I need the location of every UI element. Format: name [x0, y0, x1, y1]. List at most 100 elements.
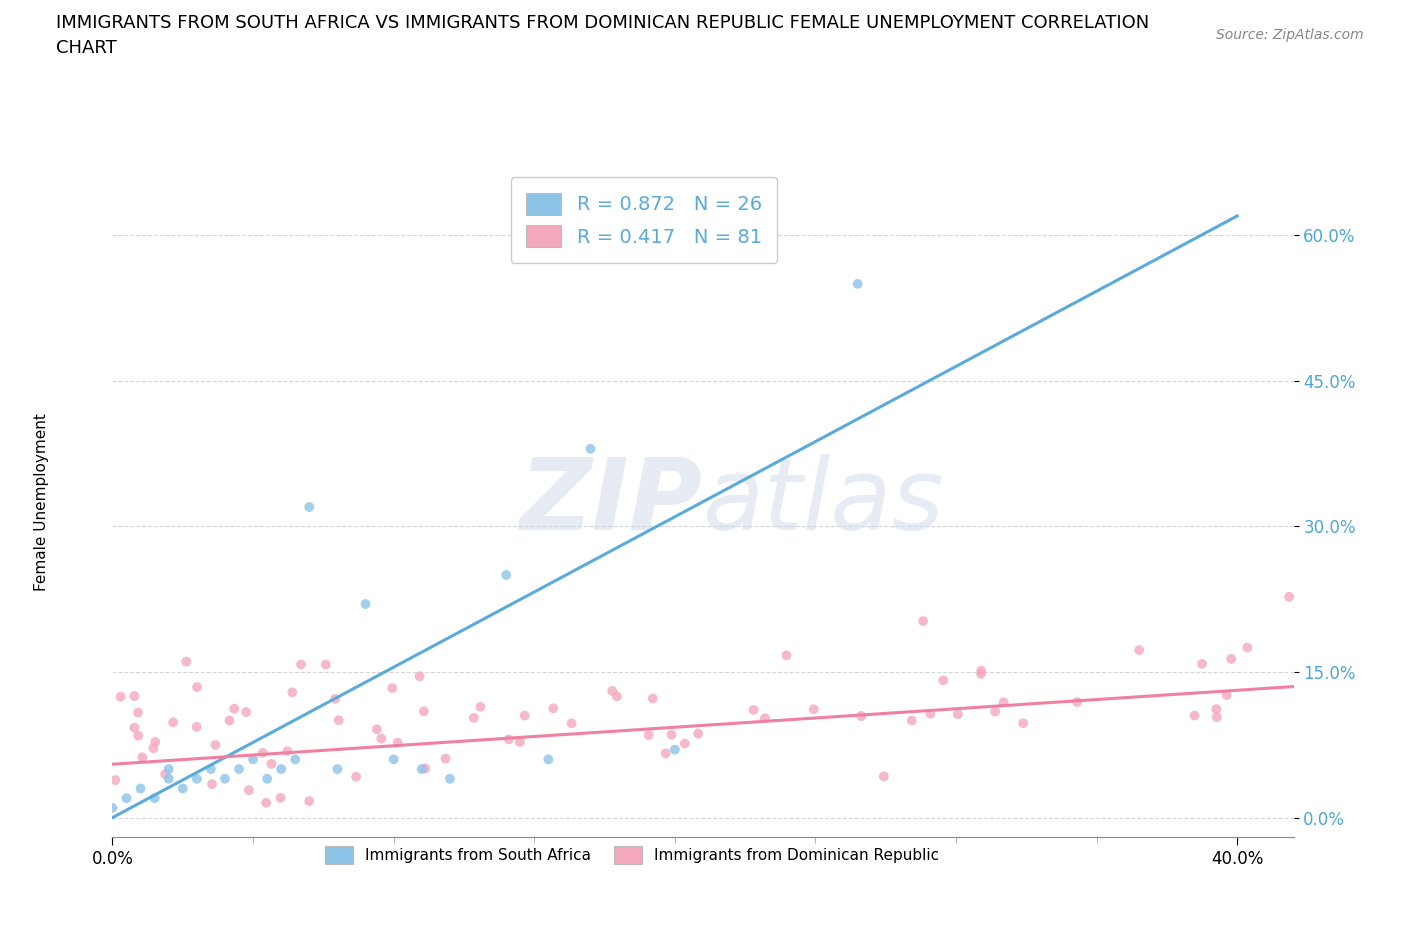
- Point: [186, 771, 208, 786]
- Point: [115, 790, 138, 805]
- Point: [228, 762, 250, 777]
- Point: [201, 777, 224, 791]
- Point: [664, 742, 686, 757]
- Point: [513, 708, 536, 723]
- Point: [157, 762, 180, 777]
- Point: [1191, 657, 1213, 671]
- Text: Source: ZipAtlas.com: Source: ZipAtlas.com: [1216, 28, 1364, 42]
- Point: [408, 669, 430, 684]
- Point: [284, 752, 307, 767]
- Point: [218, 713, 240, 728]
- Point: [495, 567, 517, 582]
- Point: [254, 795, 277, 810]
- Point: [932, 673, 955, 688]
- Point: [803, 702, 825, 717]
- Point: [561, 716, 583, 731]
- Point: [366, 722, 388, 737]
- Point: [411, 762, 433, 777]
- Point: [157, 771, 180, 786]
- Point: [204, 737, 226, 752]
- Point: [174, 654, 197, 669]
- Point: [543, 701, 565, 716]
- Point: [1205, 710, 1227, 724]
- Point: [104, 773, 127, 788]
- Point: [298, 499, 321, 514]
- Text: Female Unemployment: Female Unemployment: [34, 413, 49, 591]
- Text: ZIP: ZIP: [520, 454, 703, 551]
- Point: [326, 762, 349, 777]
- Point: [1278, 590, 1301, 604]
- Point: [846, 276, 869, 291]
- Point: [1012, 716, 1035, 731]
- Point: [214, 771, 236, 786]
- Point: [413, 761, 436, 776]
- Point: [641, 691, 664, 706]
- Point: [200, 762, 222, 777]
- Point: [775, 648, 797, 663]
- Point: [470, 699, 492, 714]
- Point: [1220, 651, 1243, 666]
- Text: atlas: atlas: [703, 454, 945, 551]
- Point: [328, 712, 350, 727]
- Point: [606, 689, 628, 704]
- Point: [235, 705, 257, 720]
- Point: [600, 684, 623, 698]
- Point: [498, 732, 520, 747]
- Point: [873, 769, 896, 784]
- Point: [1216, 687, 1239, 702]
- Point: [124, 688, 146, 703]
- Point: [912, 614, 935, 629]
- Point: [260, 756, 283, 771]
- Point: [131, 750, 153, 764]
- Point: [1205, 701, 1227, 716]
- Point: [354, 597, 377, 612]
- Point: [256, 771, 278, 786]
- Point: [970, 667, 993, 682]
- Point: [238, 783, 260, 798]
- Point: [381, 681, 404, 696]
- Point: [143, 735, 166, 750]
- Point: [920, 706, 942, 721]
- Point: [276, 744, 298, 759]
- Point: [281, 684, 304, 699]
- Point: [270, 790, 292, 805]
- Point: [984, 704, 1007, 719]
- Point: [298, 793, 321, 808]
- Point: [186, 720, 208, 735]
- Point: [579, 442, 602, 457]
- Point: [688, 726, 710, 741]
- Point: [900, 713, 922, 728]
- Point: [673, 736, 696, 751]
- Point: [142, 740, 165, 755]
- Point: [434, 751, 457, 766]
- Point: [993, 695, 1015, 710]
- Point: [172, 781, 194, 796]
- Point: [101, 801, 124, 816]
- Point: [1184, 708, 1206, 723]
- Point: [970, 663, 993, 678]
- Point: [509, 735, 531, 750]
- Point: [124, 720, 146, 735]
- Point: [754, 711, 776, 725]
- Point: [655, 746, 678, 761]
- Point: [129, 781, 152, 796]
- Point: [382, 752, 405, 767]
- Point: [344, 769, 367, 784]
- Point: [387, 736, 409, 751]
- Point: [127, 728, 149, 743]
- Point: [1066, 695, 1088, 710]
- Point: [1236, 640, 1258, 655]
- Point: [661, 727, 683, 742]
- Point: [742, 702, 765, 717]
- Point: [162, 715, 184, 730]
- Point: [110, 689, 132, 704]
- Point: [537, 752, 560, 767]
- Point: [290, 657, 312, 671]
- Point: [186, 680, 208, 695]
- Point: [946, 707, 969, 722]
- Point: [153, 766, 176, 781]
- Text: IMMIGRANTS FROM SOUTH AFRICA VS IMMIGRANTS FROM DOMINICAN REPUBLIC FEMALE UNEMPL: IMMIGRANTS FROM SOUTH AFRICA VS IMMIGRAN…: [56, 14, 1150, 57]
- Legend: Immigrants from South Africa, Immigrants from Dominican Republic: Immigrants from South Africa, Immigrants…: [314, 834, 950, 876]
- Point: [439, 771, 461, 786]
- Point: [637, 727, 659, 742]
